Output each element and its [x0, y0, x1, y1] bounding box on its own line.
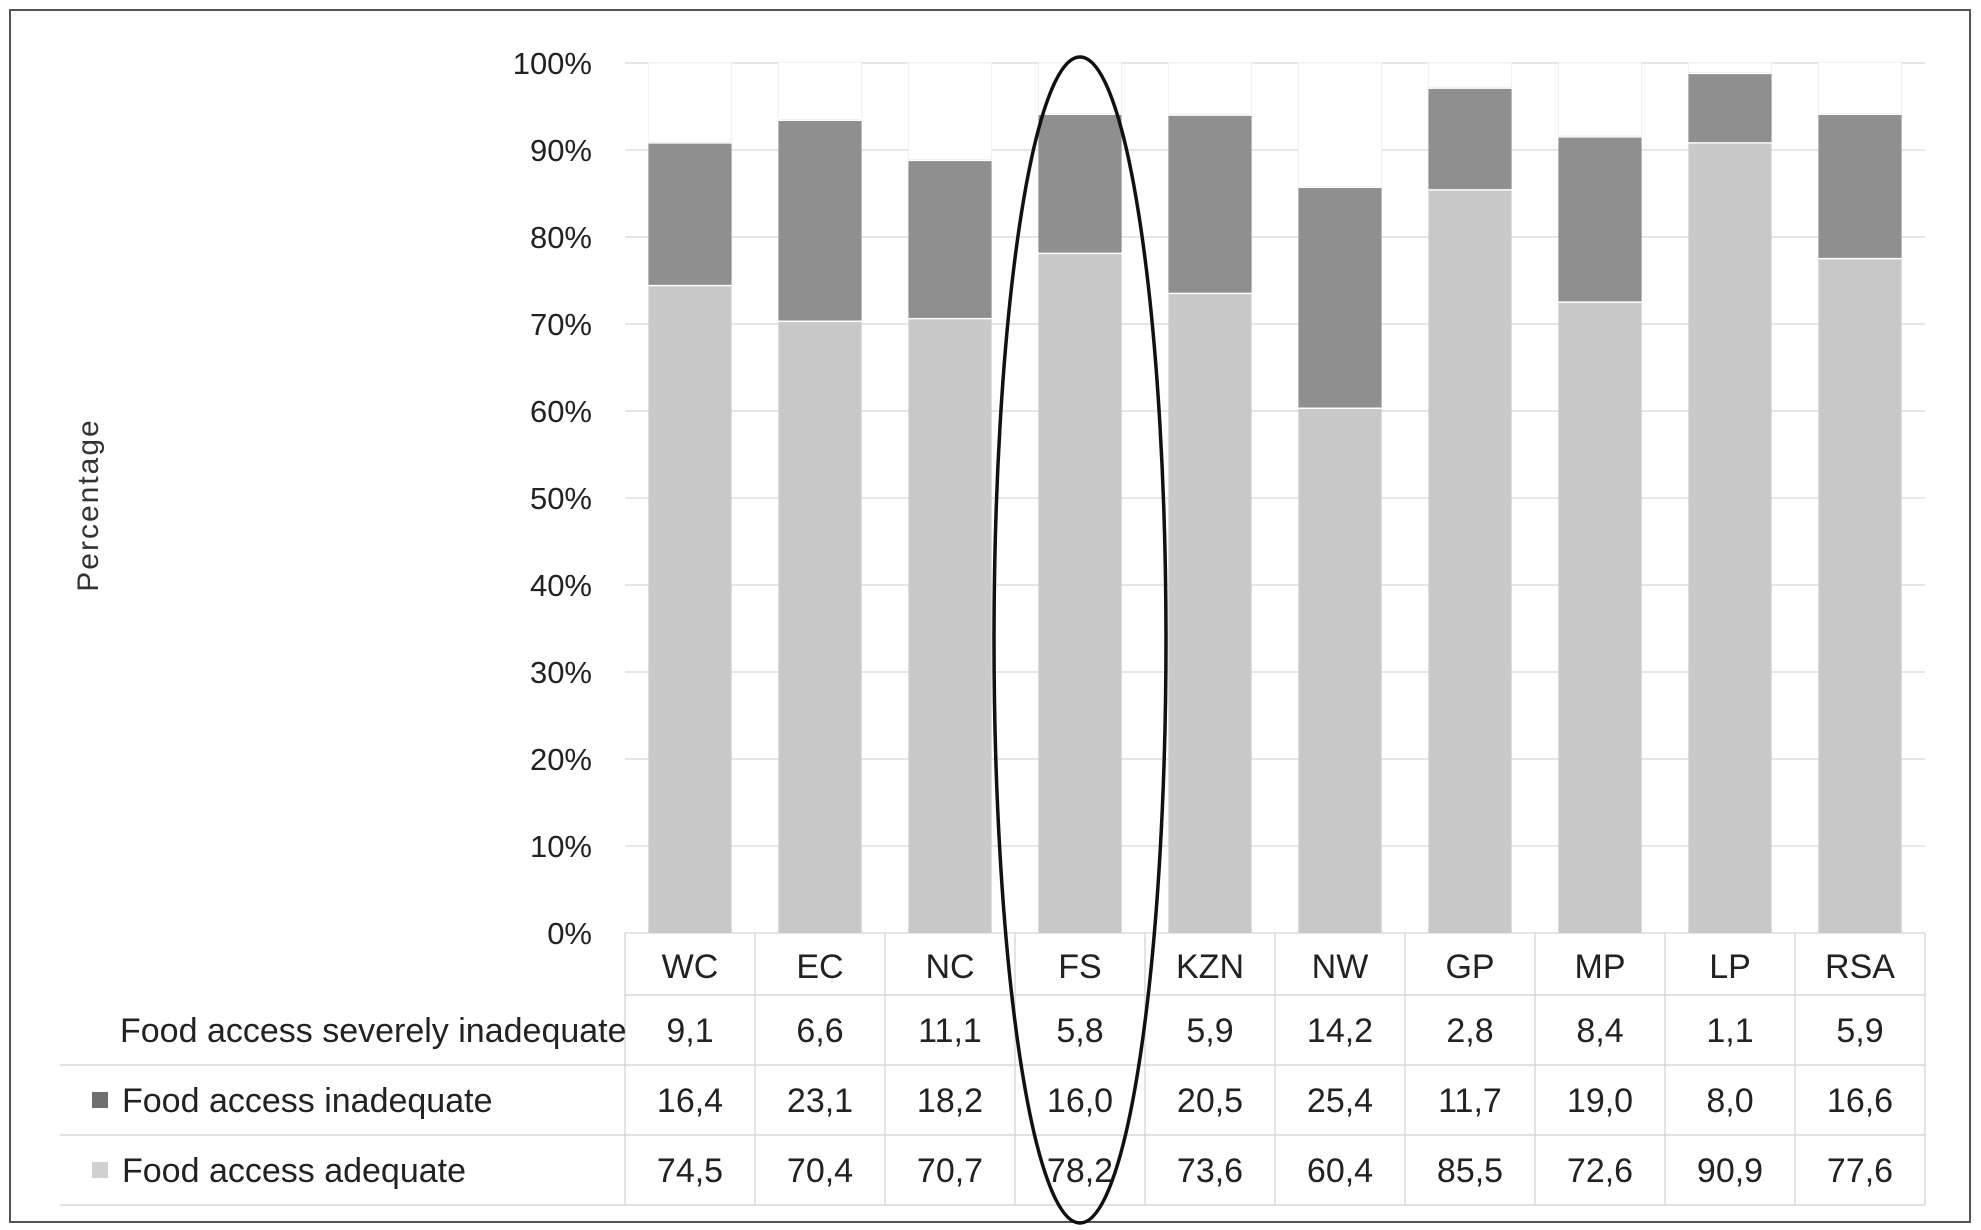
- data-label: 78,2: [1047, 1152, 1113, 1190]
- data-label: 2,8: [1446, 1012, 1493, 1050]
- bar-segment-inadequate: [1688, 72, 1772, 143]
- data-label: 8,4: [1576, 1012, 1623, 1050]
- data-label: 8,0: [1706, 1082, 1753, 1120]
- y-axis: 0% 10% 20% 30% 40% 50% 60% 70% 80% 90% 100%: [513, 46, 592, 951]
- legend-swatch: [92, 1092, 108, 1108]
- bar-segment-adequate: [648, 284, 732, 934]
- data-label: 85,5: [1437, 1152, 1503, 1190]
- data-table: WC EC NC FS KZN NW GP MP LP RSA Food access severe…: [60, 933, 1926, 1206]
- bar-segment-severely-inadequate: [1427, 62, 1513, 88]
- data-label: 60,4: [1307, 1152, 1373, 1190]
- bar-segment-inadequate: [1038, 113, 1122, 253]
- bar-segment-severely-inadequate: [907, 62, 993, 161]
- bar-segment-inadequate: [1428, 87, 1512, 190]
- bar-segment-adequate: [1688, 142, 1772, 934]
- y-tick-label: 40%: [530, 568, 592, 603]
- category-label: KZN: [1176, 948, 1244, 986]
- table-row-label: Food access inadequate: [122, 1082, 492, 1120]
- data-label: 14,2: [1307, 1012, 1373, 1050]
- data-label: 9,1: [666, 1012, 713, 1050]
- data-label: 90,9: [1697, 1152, 1763, 1190]
- y-tick-label: 70%: [530, 307, 592, 342]
- bar-segment-inadequate: [1558, 136, 1642, 302]
- data-label: 23,1: [787, 1082, 853, 1120]
- fs-highlight-ellipse: [992, 55, 1168, 1225]
- category-label: NW: [1312, 948, 1369, 986]
- data-label: 73,6: [1177, 1152, 1243, 1190]
- legend-swatch: [92, 1162, 108, 1178]
- bars: [647, 61, 1903, 934]
- data-label: 77,6: [1827, 1152, 1893, 1190]
- bar-segment-adequate: [908, 317, 992, 933]
- data-label: 20,5: [1177, 1082, 1243, 1120]
- bar-segment-adequate: [1428, 189, 1512, 933]
- data-label: 5,8: [1056, 1012, 1103, 1050]
- category-label: EC: [796, 948, 843, 986]
- bar-segment-adequate: [1558, 301, 1642, 933]
- y-tick-label: 0%: [547, 916, 592, 951]
- data-label: 5,9: [1836, 1012, 1883, 1050]
- bar-segment-adequate: [1298, 407, 1382, 933]
- bar-segment-inadequate: [1818, 113, 1902, 258]
- category-label: GP: [1445, 948, 1494, 986]
- bar-segment-severely-inadequate: [647, 62, 733, 143]
- bar-segment-adequate: [1168, 292, 1252, 933]
- y-tick-label: 100%: [513, 46, 592, 81]
- bar-segment-inadequate: [648, 142, 732, 285]
- bar-segment-severely-inadequate: [1687, 62, 1773, 74]
- category-label: MP: [1575, 948, 1626, 986]
- table-row-label: Food access severely inadequate: [120, 1012, 627, 1050]
- y-tick-label: 50%: [530, 481, 592, 516]
- data-label: 11,1: [918, 1012, 982, 1050]
- y-tick-label: 60%: [530, 394, 592, 429]
- data-label: 18,2: [917, 1082, 983, 1120]
- data-label: 25,4: [1307, 1082, 1373, 1120]
- data-label: 70,4: [787, 1152, 853, 1190]
- bar-segment-severely-inadequate: [1557, 62, 1643, 137]
- data-label: 1,1: [1706, 1012, 1753, 1050]
- bar-segment-severely-inadequate: [1167, 62, 1253, 115]
- category-label: NC: [925, 948, 974, 986]
- bar-segment-inadequate: [1168, 114, 1252, 293]
- y-axis-label: Percentage: [72, 418, 105, 591]
- data-label: 16,0: [1047, 1082, 1113, 1120]
- data-label: 5,9: [1186, 1012, 1233, 1050]
- bar-segment-severely-inadequate: [1297, 62, 1383, 188]
- data-label: 19,0: [1567, 1082, 1633, 1120]
- bar-segment-adequate: [1038, 252, 1122, 933]
- bar-segment-severely-inadequate: [777, 61, 863, 121]
- y-tick-label: 90%: [530, 133, 592, 168]
- data-label: 6,6: [796, 1012, 843, 1050]
- data-label: 16,6: [1827, 1082, 1893, 1120]
- bar-segment-severely-inadequate: [1817, 61, 1903, 114]
- category-label: WC: [662, 948, 719, 986]
- y-tick-label: 20%: [530, 742, 592, 777]
- category-label: RSA: [1825, 948, 1895, 986]
- data-label: 70,7: [917, 1152, 983, 1190]
- y-tick-label: 80%: [530, 220, 592, 255]
- y-tick-label: 10%: [530, 829, 592, 864]
- y-tick-label: 30%: [530, 655, 592, 690]
- category-label: LP: [1709, 948, 1751, 986]
- data-label: 11,7: [1438, 1082, 1502, 1120]
- bar-segment-inadequate: [778, 119, 862, 321]
- data-label: 72,6: [1567, 1152, 1633, 1190]
- bar-segment-adequate: [1818, 257, 1902, 933]
- bar-segment-inadequate: [908, 159, 992, 318]
- bar-segment-inadequate: [1298, 186, 1382, 408]
- data-label: 16,4: [657, 1082, 723, 1120]
- table-row-label: Food access adequate: [122, 1152, 466, 1190]
- bar-segment-adequate: [778, 320, 862, 933]
- category-label: FS: [1058, 948, 1101, 986]
- data-label: 74,5: [657, 1152, 723, 1190]
